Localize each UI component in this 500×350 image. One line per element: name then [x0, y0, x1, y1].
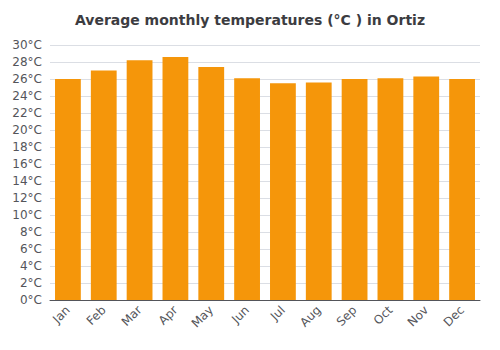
svg-text:0°C: 0°C: [20, 293, 42, 307]
svg-text:Dec: Dec: [441, 303, 467, 329]
svg-text:Mar: Mar: [119, 303, 145, 329]
svg-text:Jun: Jun: [228, 303, 252, 327]
svg-text:Aug: Aug: [297, 303, 323, 329]
svg-text:30°C: 30°C: [12, 38, 42, 52]
svg-text:10°C: 10°C: [12, 208, 42, 222]
svg-text:Average monthly temperatures (: Average monthly temperatures (°C ) in Or…: [75, 12, 425, 28]
svg-text:Oct: Oct: [371, 303, 396, 328]
svg-text:Feb: Feb: [84, 303, 109, 328]
svg-text:2°C: 2°C: [20, 276, 42, 290]
svg-text:Apr: Apr: [156, 303, 181, 328]
svg-text:24°C: 24°C: [12, 89, 42, 103]
svg-text:20°C: 20°C: [12, 123, 42, 137]
svg-text:Jan: Jan: [49, 303, 73, 327]
svg-text:26°C: 26°C: [12, 72, 42, 86]
svg-text:Nov: Nov: [405, 303, 431, 329]
svg-text:Jul: Jul: [267, 303, 288, 324]
svg-text:28°C: 28°C: [12, 55, 42, 69]
svg-text:8°C: 8°C: [20, 225, 42, 239]
svg-text:16°C: 16°C: [12, 157, 42, 171]
svg-text:18°C: 18°C: [12, 140, 42, 154]
svg-text:22°C: 22°C: [12, 106, 42, 120]
svg-text:Sep: Sep: [334, 303, 360, 329]
svg-text:12°C: 12°C: [12, 191, 42, 205]
svg-text:May: May: [189, 303, 216, 330]
svg-text:14°C: 14°C: [12, 174, 42, 188]
svg-text:6°C: 6°C: [20, 242, 42, 256]
svg-text:4°C: 4°C: [20, 259, 42, 273]
